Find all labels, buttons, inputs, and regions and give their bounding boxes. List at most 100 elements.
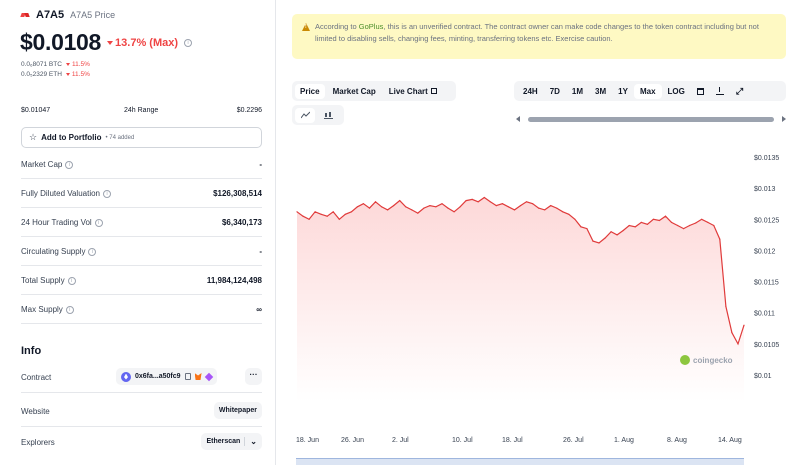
- stat-label: Market Cap i: [21, 160, 74, 169]
- watermark-text: coingecko: [693, 355, 733, 365]
- info-icon[interactable]: i: [67, 276, 76, 285]
- price-data-point: [689, 224, 691, 227]
- price-change-value: 13.7% (Max): [115, 36, 179, 49]
- btc-price: 0.0₆8071 BTC 11.5%: [21, 61, 90, 68]
- price-data-point: [326, 215, 328, 217]
- range-1y-button[interactable]: 1Y: [618, 86, 628, 96]
- chart-navigator[interactable]: [296, 458, 744, 465]
- price-data-point: [423, 207, 425, 209]
- stat-value: $126,308,514: [213, 189, 262, 198]
- info-icon[interactable]: i: [103, 189, 112, 198]
- y-tick-label: $0.011: [754, 311, 775, 318]
- whitepaper-link[interactable]: Whitepaper: [213, 402, 262, 419]
- price-chart[interactable]: $0.0135 $0.013 $0.0125 $0.012 $0.0115 $0.011 $…: [292, 140, 792, 465]
- candlestick-chart-button[interactable]: [318, 108, 338, 123]
- expand-button[interactable]: ⤢: [730, 84, 750, 99]
- eth-price-value: 0.0₅2329 ETH: [21, 71, 62, 78]
- expand-icon: ⤢: [735, 86, 744, 96]
- explorers-label: Explorers: [21, 438, 55, 447]
- price-data-point: [453, 211, 455, 213]
- price-change: 13.7% (Max): [107, 37, 178, 49]
- scroll-right-arrow-icon[interactable]: [782, 116, 786, 122]
- info-icon[interactable]: i: [94, 218, 103, 227]
- coin-name: A7A5: [36, 9, 65, 21]
- coingecko-watermark: coingecko: [680, 355, 733, 365]
- price-data-point: [471, 198, 473, 200]
- price-data-point: [459, 206, 461, 208]
- scroll-left-arrow-icon[interactable]: [516, 116, 520, 122]
- price-data-point: [743, 324, 745, 326]
- stat-value: ∞: [256, 305, 262, 314]
- info-icon[interactable]: i: [88, 247, 97, 256]
- copy-icon[interactable]: [184, 373, 191, 380]
- goplus-link[interactable]: GoPlus: [358, 22, 384, 31]
- wallet-icon[interactable]: [204, 372, 213, 381]
- info-row-website: Website Whitepaper: [21, 395, 262, 427]
- price-data-point: [332, 211, 334, 213]
- range-1m-button[interactable]: 1M: [571, 86, 584, 96]
- price-data-point: [683, 228, 685, 230]
- price-data-point: [441, 203, 443, 205]
- warning-icon: [302, 23, 310, 31]
- download-icon: [715, 87, 724, 95]
- range-3m-button[interactable]: 3M: [595, 86, 607, 96]
- y-tick-label: $0.012: [754, 248, 776, 255]
- contract-chip[interactable]: 0x6fa...a50fc9: [116, 368, 217, 385]
- contract-label: Contract: [21, 373, 52, 382]
- stat-value: -: [259, 247, 262, 256]
- price-data-point: [320, 213, 322, 215]
- explorers-dropdown[interactable]: Etherscan ⌄: [201, 433, 262, 450]
- contract-more-button[interactable]: ···: [245, 368, 262, 385]
- y-tick-label: $0.0125: [754, 217, 779, 224]
- price-row: $0.0108 13.7% (Max) i: [20, 29, 193, 56]
- range-24h-button[interactable]: 24H: [523, 86, 538, 96]
- caret-down-icon: [107, 40, 114, 45]
- alert-prefix: According to: [315, 22, 357, 31]
- price-data-point: [580, 226, 582, 228]
- price-data-point: [695, 222, 697, 224]
- info-icon[interactable]: i: [65, 305, 74, 314]
- range-max-button[interactable]: Max: [633, 83, 662, 99]
- price-data-point: [362, 203, 364, 205]
- x-tick-label: 18. Jun: [296, 437, 319, 444]
- info-heading: Info: [21, 345, 42, 357]
- price-data-point: [574, 218, 576, 220]
- price-data-point: [465, 200, 467, 202]
- range-high: $0.2296: [236, 107, 262, 114]
- info-icon[interactable]: i: [65, 160, 74, 169]
- download-button[interactable]: [710, 84, 730, 99]
- calendar-button[interactable]: [691, 84, 710, 99]
- price-data-point: [713, 224, 715, 227]
- price-data-point: [538, 207, 540, 209]
- price-data-point: [447, 207, 449, 209]
- stat-label: Max Supply i: [21, 305, 74, 314]
- price-data-point: [701, 218, 703, 220]
- stat-label: Circulating Supply i: [21, 247, 97, 256]
- tab-market-cap[interactable]: Market Cap: [332, 86, 376, 96]
- chart-scrollbar[interactable]: [516, 116, 786, 124]
- stat-trading-volume: 24 Hour Trading Vol i $6,340,173: [21, 209, 262, 237]
- y-tick-label: $0.0115: [754, 280, 779, 287]
- add-to-portfolio-button[interactable]: ☆ Add to Portfolio • 74 added: [21, 127, 262, 148]
- tab-price[interactable]: Price: [295, 83, 325, 99]
- range-7d-button[interactable]: 7D: [549, 86, 560, 96]
- x-tick-label: 10. Jul: [452, 437, 473, 444]
- price-data-point: [489, 201, 491, 203]
- log-scale-button[interactable]: LOG: [667, 86, 685, 96]
- price-data-point: [387, 209, 389, 211]
- price-data-point: [344, 213, 346, 215]
- portfolio-label: Add to Portfolio: [41, 133, 102, 142]
- price-data-point: [417, 212, 419, 214]
- price-data-point: [483, 196, 485, 199]
- scrollbar-thumb[interactable]: [528, 117, 774, 122]
- line-chart-button[interactable]: [295, 107, 315, 123]
- metamask-icon[interactable]: [194, 373, 202, 380]
- info-icon[interactable]: i: [184, 38, 193, 47]
- tab-live-chart-label: Live Chart: [388, 86, 428, 96]
- caret-down-icon: [65, 73, 70, 76]
- price-data-point: [302, 215, 304, 217]
- tab-live-chart[interactable]: Live Chart: [384, 84, 442, 99]
- btc-change-value: 11.5%: [71, 61, 90, 68]
- price-data-point: [356, 206, 358, 208]
- caret-down-icon: [65, 63, 70, 66]
